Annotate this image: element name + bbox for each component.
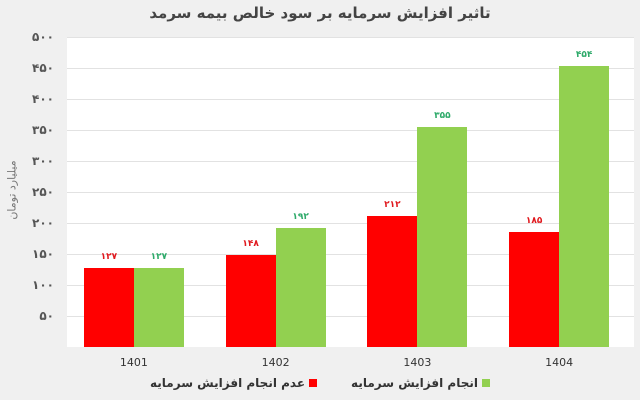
legend-item-with-capital-increase: انجام افزایش سرمایه [351,376,490,390]
gridline [67,161,634,162]
data-label: ۱۲۷ [100,252,118,263]
chart-title: تاثیر افزایش سرمایه بر سود خالص بیمه سرم… [149,4,491,22]
data-label: ۴۵۴ [575,49,593,60]
y-tick-label: ۵۰۰ [32,30,54,44]
gridline [67,254,634,255]
x-tick-label: 1404 [545,356,574,369]
y-tick-label: ۴۰۰ [32,92,54,106]
legend-item-without-capital-increase: عدم انجام افزایش سرمایه [150,376,318,390]
data-label: ۲۱۲ [384,199,401,210]
y-tick-label: ۱۰۰ [32,278,54,292]
gridline [67,192,634,193]
y-tick-label: ۱۵۰ [32,247,54,261]
bar-without-capital-increase [83,268,134,347]
legend: انجام افزایش سرمایه عدم انجام افزایش سرم… [0,376,640,390]
x-tick-label: 1402 [261,356,290,369]
y-tick-label: ۲۰۰ [32,216,54,230]
plot-area: ۱۲۷ ۱۲۷ ۱۴۸ ۱۹۲ ۲۱۲ ۳۵۵ ۱۸۵ ۴۵۴ [67,37,634,347]
y-tick-label: ۵۰ [39,309,54,323]
gridline [67,68,634,69]
x-tick-label: 1401 [119,356,148,369]
gridline [67,285,634,286]
bar-with-capital-increase [559,65,610,347]
data-label: ۱۲۷ [150,252,168,263]
gridline [67,130,634,131]
y-tick-label: ۴۵۰ [32,61,54,75]
bar-with-capital-increase [133,268,184,347]
data-label: ۳۵۵ [434,110,451,121]
gridline [67,99,634,100]
data-label: ۱۹۲ [292,211,309,222]
bar-without-capital-increase [225,255,276,347]
legend-swatch-red [309,379,318,387]
legend-label: انجام افزایش سرمایه [351,376,478,390]
bar-with-capital-increase [417,126,468,347]
bar-without-capital-increase [367,215,418,347]
y-tick-label: ۲۵۰ [32,185,54,199]
gridline [67,316,634,317]
gridline [67,37,634,38]
data-label: ۱۸۵ [525,216,543,227]
y-tick-label: ۳۵۰ [32,123,54,137]
bar-with-capital-increase [275,227,326,347]
bar-without-capital-increase [509,232,560,347]
legend-label: عدم انجام افزایش سرمایه [150,376,306,390]
x-tick-label: 1403 [403,356,432,369]
legend-swatch-green [481,379,490,387]
data-label: ۱۴۸ [242,239,259,250]
gridline [67,223,634,224]
y-tick-label: ۳۰۰ [32,154,54,168]
